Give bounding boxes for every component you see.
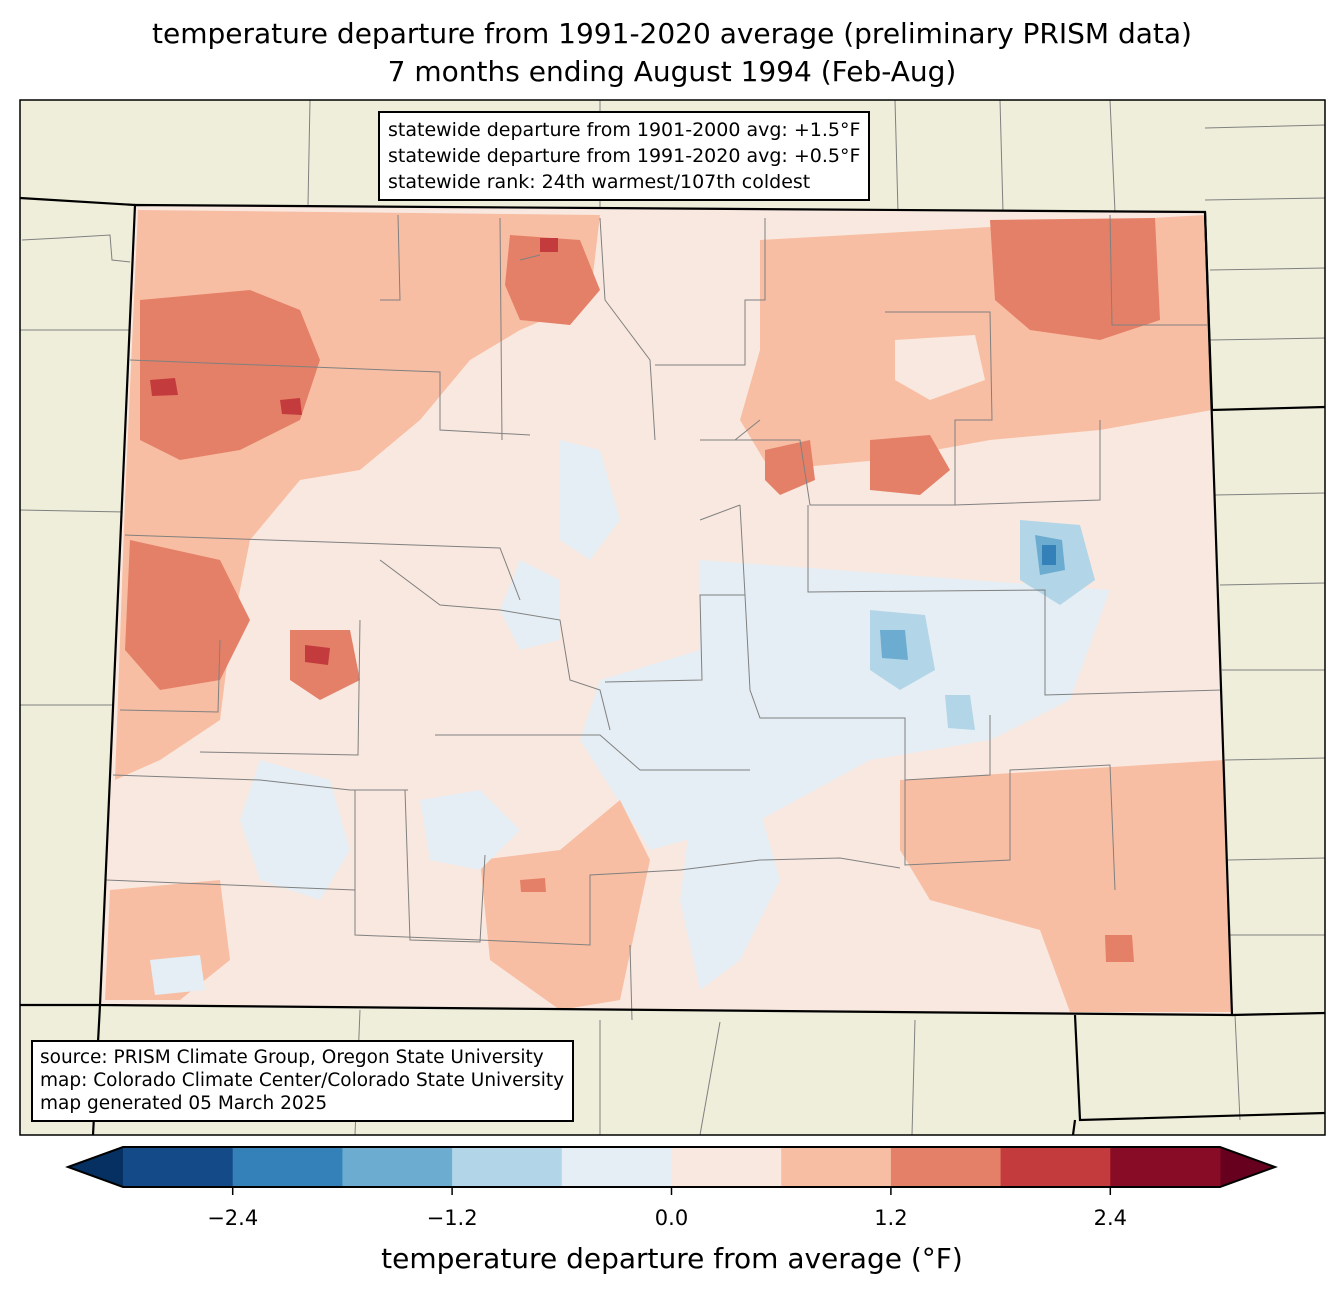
colorbar-bin [890,1147,1002,1187]
colorbar-outline [65,1146,1278,1188]
colorbar-tick-label: −2.4 [207,1206,259,1230]
map-title: temperature departure from 1991-2020 ave… [152,17,1192,50]
colorbar [65,1146,1278,1195]
colorbar-over-arrow [1220,1147,1275,1187]
source-box: source: PRISM Climate Group, Oregon Stat… [31,1040,575,1122]
map-subtitle: 7 months ending August 1994 (Feb-Aug) [387,55,957,88]
colorbar-bin [1000,1147,1111,1187]
colorbar-tick-label: −1.2 [426,1206,478,1230]
departure-contours [105,210,1232,1012]
colorbar-bin [781,1147,892,1187]
colorbar-bin [452,1147,563,1187]
colorbar-tick-label: 0.0 [654,1206,689,1230]
source-line-3: map generated 05 March 2025 [40,1093,328,1114]
statewide-stats-box: statewide departure from 1901-2000 avg: … [378,111,871,201]
colorbar-tick-label: 1.2 [874,1206,908,1230]
county-lines [105,214,1223,1021]
source-line-2: map: Colorado Climate Center/Colorado St… [40,1070,565,1091]
colorbar-bin [123,1147,234,1187]
stats-line-2: statewide departure from 1991-2020 avg: … [388,145,861,167]
stats-line-3: statewide rank: 24th warmest/107th colde… [388,171,811,193]
colorbar-bin [1110,1147,1221,1187]
colorbar-bin [342,1147,453,1187]
colorbar-under-arrow [68,1147,123,1187]
colorbar-bin [232,1147,343,1187]
map-frame [19,99,1326,1136]
colorbar-bin [561,1147,672,1187]
colorbar-tick-label: 2.4 [1093,1206,1127,1230]
source-line-1: source: PRISM Climate Group, Oregon Stat… [40,1047,544,1068]
colorbar-label: temperature departure from average (°F) [381,1242,963,1275]
stats-line-1: statewide departure from 1901-2000 avg: … [388,119,861,141]
colorbar-bin [671,1147,782,1187]
